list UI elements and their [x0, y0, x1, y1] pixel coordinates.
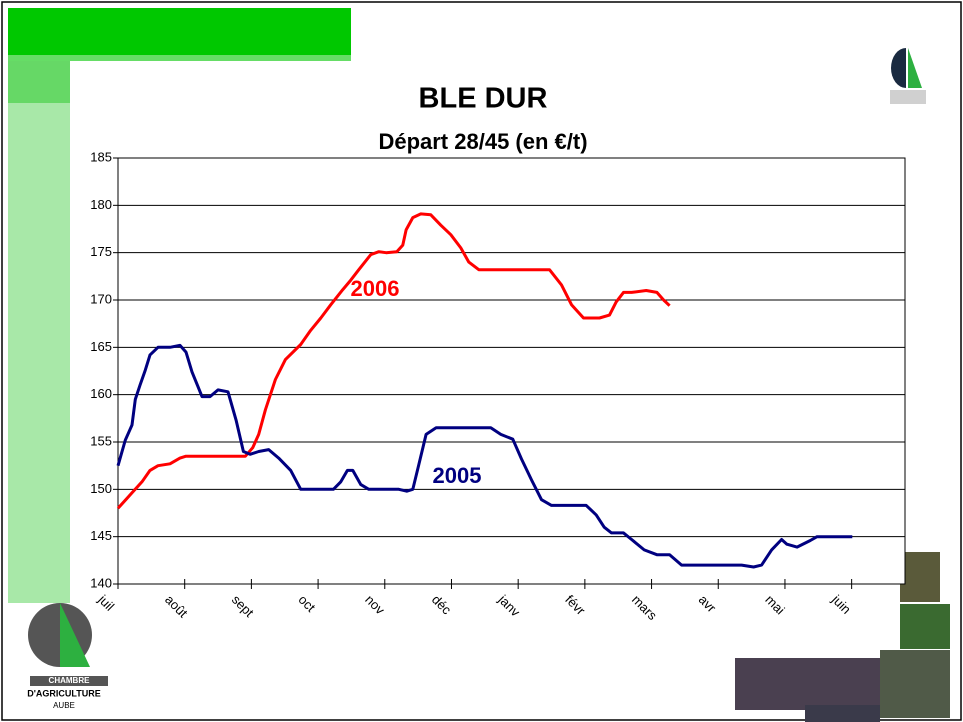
y-tick-label: 170: [90, 291, 112, 306]
header-band-shade: [8, 55, 351, 61]
y-tick-label: 160: [90, 386, 112, 401]
y-tick-label: 175: [90, 244, 112, 259]
y-tick-label: 155: [90, 433, 112, 448]
y-tick-label: 185: [90, 149, 112, 164]
y-tick-label: 150: [90, 481, 112, 496]
side-strip: [8, 103, 70, 603]
plot-area: [118, 158, 905, 584]
y-tick-label: 140: [90, 575, 112, 590]
y-tick-label: 165: [90, 339, 112, 354]
chart-title: BLE DUR: [419, 83, 548, 115]
slide: CHAMBRE D'AGRICULTURE AUBE BLE DUR Dépar…: [0, 0, 963, 722]
side-block: [8, 61, 70, 103]
org-name: D'AGRICULTURE: [27, 688, 100, 698]
org-name: CHAMBRE: [49, 676, 91, 685]
y-tick-label: 145: [90, 528, 112, 543]
header-band: [8, 8, 351, 55]
chart-subtitle: Départ 28/45 (en €/t): [378, 129, 587, 154]
org-name: AUBE: [53, 701, 75, 710]
y-tick-label: 180: [90, 197, 112, 212]
series-label: 2006: [351, 276, 400, 301]
series-label: 2005: [433, 463, 482, 488]
